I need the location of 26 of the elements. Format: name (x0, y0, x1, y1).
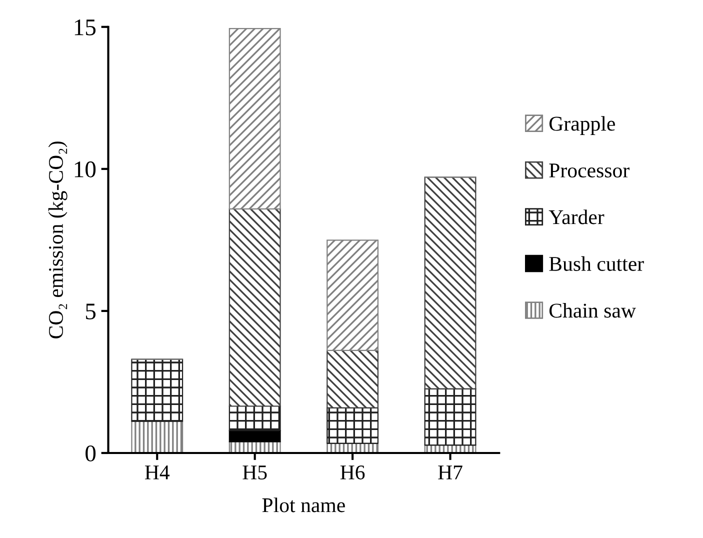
bar (131, 420, 184, 453)
bar (228, 28, 281, 210)
y-tick-label: 15 (74, 20, 96, 36)
bar (326, 240, 379, 352)
legend-label: Grapple (549, 116, 615, 136)
bar (326, 350, 379, 408)
legend-label: Processor (549, 164, 630, 178)
bar (424, 176, 476, 390)
y-tick-label: 5 (86, 304, 96, 320)
bar (228, 430, 281, 442)
x-tick-label: H6 (340, 465, 365, 480)
x-tick-label: H4 (144, 466, 170, 480)
legend-label: Bush cutter (549, 256, 644, 271)
x-tick-label: H7 (438, 466, 462, 480)
x-tick-label: H5 (242, 466, 267, 480)
x-axis-title: Plot name (262, 498, 345, 512)
legend-label: Yarder (548, 210, 604, 224)
bar (228, 208, 281, 407)
bar (326, 407, 379, 444)
legend-label: Chain saw (549, 303, 636, 318)
bar (424, 388, 476, 446)
y-axis-title: CO₂ emission (kg-CO₂) (48, 142, 68, 338)
y-tick-label: 10 (74, 161, 96, 178)
y-tick-label: 0 (86, 445, 96, 462)
bar (228, 406, 281, 432)
bar (131, 358, 184, 422)
